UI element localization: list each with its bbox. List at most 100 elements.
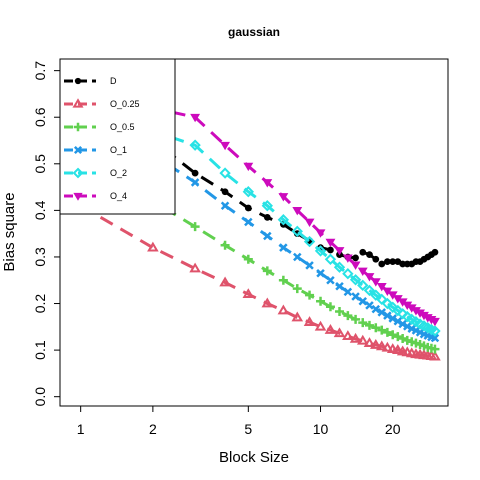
data-point <box>342 254 353 263</box>
legend-entry: O_4 <box>64 191 127 201</box>
data-point <box>356 334 369 345</box>
data-point <box>324 253 337 265</box>
data-point <box>220 141 231 151</box>
y-tick-label: 0.7 <box>32 61 48 81</box>
y-tick-label: 0.2 <box>32 294 48 314</box>
data-point <box>403 322 412 331</box>
data-point <box>382 327 392 337</box>
series-O_0.5 <box>76 163 440 354</box>
legend-entry: D <box>64 76 117 86</box>
data-point <box>343 287 353 297</box>
legend-entry: O_0.25 <box>64 98 140 109</box>
data-point <box>378 260 386 268</box>
data-point <box>343 311 353 321</box>
legend-label: O_0.5 <box>110 122 135 132</box>
data-point <box>334 247 345 256</box>
data-point <box>387 301 399 313</box>
data-point <box>366 251 373 258</box>
data-point <box>377 308 387 317</box>
data-point <box>220 240 230 250</box>
data-point <box>398 333 408 343</box>
data-point <box>293 252 302 262</box>
data-point <box>402 335 412 345</box>
data-point <box>430 333 440 343</box>
data-point <box>358 318 368 328</box>
data-point <box>278 193 289 202</box>
data-point <box>314 320 327 331</box>
x-tick-label: 10 <box>313 421 329 437</box>
data-point <box>350 261 361 270</box>
data-point <box>327 246 334 254</box>
chart-title: gaussian <box>228 25 280 39</box>
data-point <box>365 301 374 310</box>
data-point <box>73 192 83 201</box>
data-point <box>73 122 83 132</box>
data-point <box>325 238 336 248</box>
data-point <box>384 258 391 265</box>
data-point <box>370 289 382 301</box>
data-point <box>381 297 394 310</box>
data-point <box>383 311 392 320</box>
data-point <box>389 258 397 265</box>
data-point <box>243 162 254 172</box>
data-point <box>358 296 368 306</box>
data-point <box>291 311 304 322</box>
data-point <box>352 254 359 262</box>
y-tick-label: 0.6 <box>32 107 48 127</box>
data-point <box>324 324 337 334</box>
data-point <box>73 145 83 155</box>
data-point <box>430 344 440 354</box>
data-point <box>392 344 404 354</box>
data-point <box>292 207 303 216</box>
series-O_0.25 <box>74 199 441 361</box>
series-O_2 <box>74 111 441 337</box>
data-point <box>221 188 229 196</box>
data-point <box>261 297 274 308</box>
data-point <box>363 337 376 347</box>
data-point <box>349 274 362 286</box>
y-tick-label: 0.5 <box>32 154 48 174</box>
data-point <box>303 235 316 248</box>
legend-label: O_1 <box>110 145 127 155</box>
legend-label: O_4 <box>110 191 127 201</box>
data-point <box>396 308 409 320</box>
data-point <box>305 290 315 300</box>
data-point <box>399 260 407 268</box>
data-point <box>189 139 201 151</box>
data-point <box>263 231 272 241</box>
data-point <box>381 341 394 352</box>
data-point <box>325 302 335 312</box>
data-point <box>277 304 290 315</box>
data-point <box>371 304 381 314</box>
data-point <box>392 304 404 317</box>
data-point <box>386 343 399 354</box>
data-point <box>278 275 288 285</box>
data-point <box>261 200 274 212</box>
data-point <box>262 266 272 276</box>
data-point <box>393 332 403 342</box>
data-point <box>376 282 387 292</box>
data-point <box>326 275 335 285</box>
data-point <box>359 248 367 256</box>
x-tick-label: 1 <box>77 421 85 437</box>
legend-entry: O_1 <box>64 145 127 155</box>
data-point <box>377 325 387 335</box>
data-point <box>316 268 325 278</box>
data-point <box>147 241 159 252</box>
data-point <box>351 314 361 324</box>
data-point <box>431 248 439 256</box>
data-point <box>363 284 376 297</box>
data-point <box>190 178 200 187</box>
data-point <box>314 245 327 257</box>
data-point <box>244 217 253 227</box>
data-point <box>191 169 199 177</box>
data-point <box>370 278 381 287</box>
data-point <box>242 186 255 198</box>
y-tick-label: 0.0 <box>32 387 48 407</box>
data-point <box>244 204 252 212</box>
data-point <box>364 273 375 282</box>
y-tick-label: 0.3 <box>32 247 48 267</box>
data-point <box>74 77 82 85</box>
data-point <box>401 310 413 323</box>
